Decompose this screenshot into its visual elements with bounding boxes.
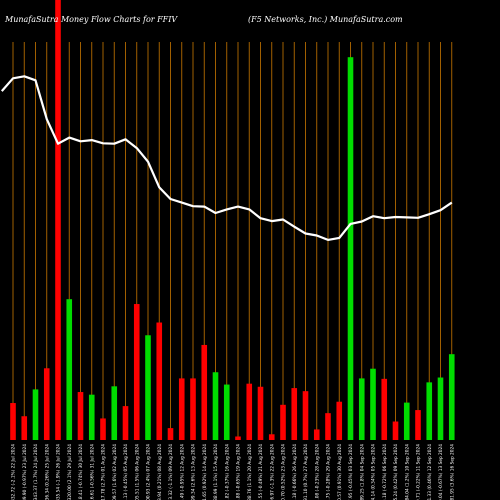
money-flow-bar [212,372,219,440]
x-tick-label: 285.55 (-0.49%) 21 Aug 2024 [258,444,264,500]
money-flow-bar [437,377,444,440]
money-flow-bar [358,378,365,440]
x-tick-label: 332.72 (-2.1%) 22 Jul 2024 [11,444,17,500]
x-tick-label: 317.78 (2.7%) 01 Aug 2024 [101,444,107,500]
x-tick-label: 281.33 (0.46%) 12 Sep 2024 [427,444,433,500]
x-tick-label: 289.25 (1.8%) 04 Sep 2024 [359,444,365,500]
money-flow-bar [325,413,331,440]
x-tick-label: 287.95 (-0.45%) 03 Sep 2024 [348,444,354,500]
bar-layer [10,0,455,440]
x-tick-label: 300.93 (2.4%) 07 Aug 2024 [146,444,152,500]
money-flow-bar [66,299,73,440]
money-flow-bar [77,392,84,440]
money-flow-bar [55,0,61,440]
x-tick-label: 320.00 (2.1%) 29 Jul 2024 [67,444,73,500]
money-flow-bar [88,394,95,440]
money-flow-bar [167,428,174,440]
x-tick-label: 290.57 (0.91%) 30 Aug 2024 [337,444,343,500]
money-flow-bar [156,322,163,440]
tick-label-layer: 332.72 (-2.1%) 22 Jul 2024 339.90 (-0.97%… [11,444,456,500]
money-flow-bar [336,401,343,440]
x-tick-label: 293.32 (-1.1%) 09 Aug 2024 [168,444,174,500]
x-tick-label: 286.97 (-1.3%) 22 Aug 2024 [269,444,275,500]
x-tick-label: 280.71 (-0.22%) 11 Sep 2024 [416,444,422,500]
money-flow-bar [313,429,320,440]
money-flow-bar [347,57,354,440]
money-flow-bar [111,386,118,440]
x-tick-label: 289.18 (-0.66%) 26 Aug 2024 [292,444,298,500]
money-flow-bar [403,402,410,440]
x-tick-label: 316.61 (-0.56%) 31 Jul 2024 [89,444,95,500]
x-tick-label: 336.34 (0.26%) 25 Jul 2024 [44,444,50,500]
x-tick-label: 293.94 (0.21%) 08 Aug 2024 [157,444,163,500]
x-tick-label: 289.75 (-0.28%) 29 Aug 2024 [326,444,332,500]
money-flow-bar [448,354,455,440]
x-tick-label: 288.76 (1.1%) 20 Aug 2024 [247,444,253,500]
money-flow-bar [392,421,399,440]
money-flow-bar [178,378,185,440]
x-tick-label: 291.10 (0.7%) 27 Aug 2024 [303,444,309,500]
money-flow-bar [257,386,264,440]
x-tick-label: 304.13 (-0.45%) 05 Aug 2024 [123,444,129,500]
money-flow-bar [133,304,140,440]
x-tick-label: 335.54 (-1.9%) 26 Jul 2024 [56,444,62,500]
money-flow-bar [100,418,106,440]
money-flow-bar [145,335,151,440]
money-flow-bar [302,391,309,440]
money-flow-bar [122,406,129,440]
chart-title-left: MunafaSutra Money Flow Charts for FFIV [4,15,178,24]
money-flow-bar [235,436,241,440]
money-flow-bar [201,344,208,440]
x-tick-label: 281.95 (3.6%) 16 Sep 2024 [449,444,455,500]
x-tick-label: 290.70 (0.52%) 23 Aug 2024 [281,444,287,500]
x-tick-label: 296.49 (-0.95%) 12 Aug 2024 [179,444,185,500]
chart-title-right: (F5 Networks, Inc.) MunafaSutra.com [248,15,403,24]
x-tick-label: 305.51 (1.5%) 06 Aug 2024 [134,444,140,500]
x-tick-label: 339.90 (-0.97%) 23 Jul 2024 [22,444,28,500]
x-tick-label: 286.88 (-0.65%) 19 Aug 2024 [236,444,242,500]
x-tick-label: 299.34 (2.6%) 13 Aug 2024 [191,444,197,500]
x-tick-label: 285.82 (-0.37%) 16 Aug 2024 [224,444,230,500]
money-flow-bar [268,434,275,440]
money-flow-bar [291,388,298,440]
money-flow-bar [280,404,286,440]
x-tick-label: 284.04 (1.2%) 10 Sep 2024 [404,444,410,500]
x-tick-label: 288.99 (1.1%) 15 Aug 2024 [213,444,219,500]
money-flow-bar [426,382,433,440]
x-tick-label: 318.41 (-0.74%) 30 Jul 2024 [78,444,84,500]
x-tick-label: 283.18 (-0.72%) 06 Sep 2024 [382,444,388,500]
x-tick-label: 284.14 (0.34%) 05 Sep 2024 [371,444,377,500]
x-tick-label: 309.57 (1.6%) 02 Aug 2024 [112,444,118,500]
money-flow-bar [43,368,50,440]
money-flow-bar [32,389,39,440]
x-tick-label: 280.04 (-0.67%) 13 Sep 2024 [438,444,444,500]
money-flow-line [0,75,453,241]
money-flow-bar [370,368,376,440]
money-flow-bar [190,378,196,440]
money-flow-bar [415,410,421,440]
x-tick-label: 285.24 (0.42%) 09 Sep 2024 [393,444,399,500]
x-tick-label: 343.37 (1.7%) 24 Jul 2024 [33,444,39,500]
money-flow-bar [223,384,230,440]
money-flow-bar [381,378,388,440]
grid-layer [12,42,453,440]
x-tick-label: 289.08 (-0.23%) 28 Aug 2024 [314,444,320,500]
money-flow-bar [246,383,253,440]
money-flow-bar [21,416,28,440]
money-flow-bar [10,403,16,440]
x-tick-label: 291.65 (0.92%) 14 Aug 2024 [202,444,208,500]
